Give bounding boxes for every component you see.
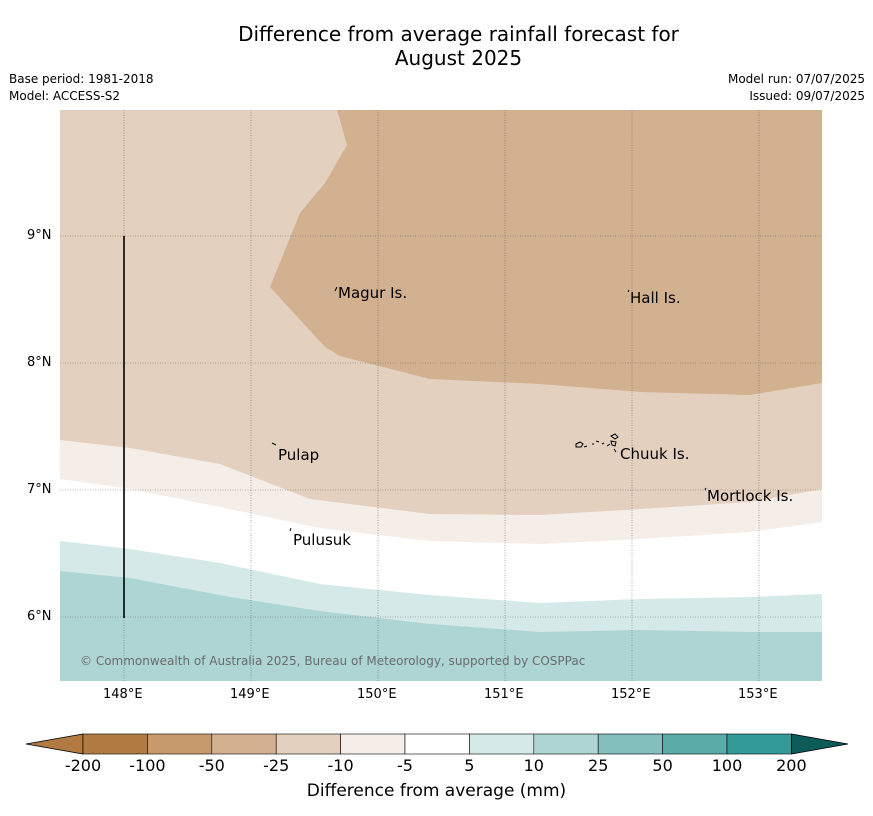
colorbar-tick: -200	[64, 756, 102, 775]
colorbar-tick: -10	[327, 756, 354, 775]
island-chuuk	[575, 433, 619, 453]
island-hall	[627, 289, 630, 293]
colorbar-arrow-left	[25, 733, 84, 755]
title-line-2: August 2025	[394, 46, 523, 70]
meta-left: Base period: 1981-2018 Model: ACCESS-S2	[9, 71, 154, 105]
colorbar-segment	[404, 733, 470, 755]
title-line-1: Difference from average rainfall forecas…	[238, 22, 679, 46]
place-mortlock: Mortlock Is.	[707, 487, 794, 505]
colorbar-tick: -5	[397, 756, 413, 775]
lat-label-9: 9°N	[27, 228, 52, 243]
island-pulap	[271, 442, 277, 446]
colorbar-segment	[275, 733, 341, 755]
colorbar-tick: 100	[711, 756, 743, 775]
colorbar-segment	[340, 733, 406, 755]
colorbar-segment	[597, 733, 663, 755]
colorbar-arrow-right	[791, 733, 849, 755]
island-pulusuk	[289, 527, 292, 532]
colorbar-tick: 25	[588, 756, 609, 775]
colorbar-tick: 200	[776, 756, 807, 775]
map-area	[60, 110, 822, 681]
colorbar-segment	[533, 733, 599, 755]
model-run: Model run: 07/07/2025	[727, 72, 865, 86]
colorbar	[25, 733, 849, 755]
place-magur: Magur Is.	[338, 284, 408, 302]
lat-label-6: 6°N	[27, 609, 52, 624]
colorbar-tick: 5	[464, 756, 475, 775]
zone-wet-moderate	[60, 571, 822, 681]
lon-label-153: 153°E	[738, 687, 778, 702]
lat-label-7: 7°N	[27, 482, 52, 497]
colorbar-segment	[211, 733, 277, 755]
colorbar-tick: 10	[523, 756, 544, 775]
copyright-notice: © Commonwealth of Australia 2025, Bureau…	[80, 654, 586, 668]
lon-label-149: 149°E	[230, 687, 270, 702]
island-marks	[271, 286, 707, 532]
colorbar-segment	[726, 733, 792, 755]
issued-date: Issued: 09/07/2025	[749, 89, 865, 103]
place-pulap: Pulap	[278, 446, 320, 464]
place-pulusuk: Pulusuk	[293, 531, 351, 549]
lon-label-148: 148°E	[103, 687, 143, 702]
lat-label-8: 8°N	[27, 355, 52, 370]
colorbar-segment	[662, 733, 728, 755]
model-name: Model: ACCESS-S2	[9, 89, 121, 103]
place-hall: Hall Is.	[630, 289, 681, 307]
colorbar-label: Difference from average (mm)	[306, 781, 567, 801]
colorbar-segment	[82, 733, 148, 755]
base-period: Base period: 1981-2018	[9, 72, 154, 86]
lon-label-150: 150°E	[357, 687, 397, 702]
colorbar-tick: -100	[129, 756, 166, 775]
zone-dry-strong	[270, 110, 822, 395]
lon-label-151: 151°E	[484, 687, 524, 702]
colorbar-tick: -25	[263, 756, 290, 775]
colorbar-tick: 50	[652, 756, 673, 775]
meta-right: Model run: 07/07/2025 Issued: 09/07/2025	[728, 71, 865, 105]
island-mortlock	[704, 487, 707, 491]
island-magur	[334, 286, 338, 292]
colorbar-segment	[147, 733, 213, 755]
lon-label-152: 152°E	[611, 687, 651, 702]
place-chuuk: Chuuk Is.	[620, 445, 690, 463]
chart-title: Difference from average rainfall forecas…	[0, 22, 873, 70]
colorbar-tick: -50	[198, 756, 225, 775]
colorbar-segment	[469, 733, 535, 755]
